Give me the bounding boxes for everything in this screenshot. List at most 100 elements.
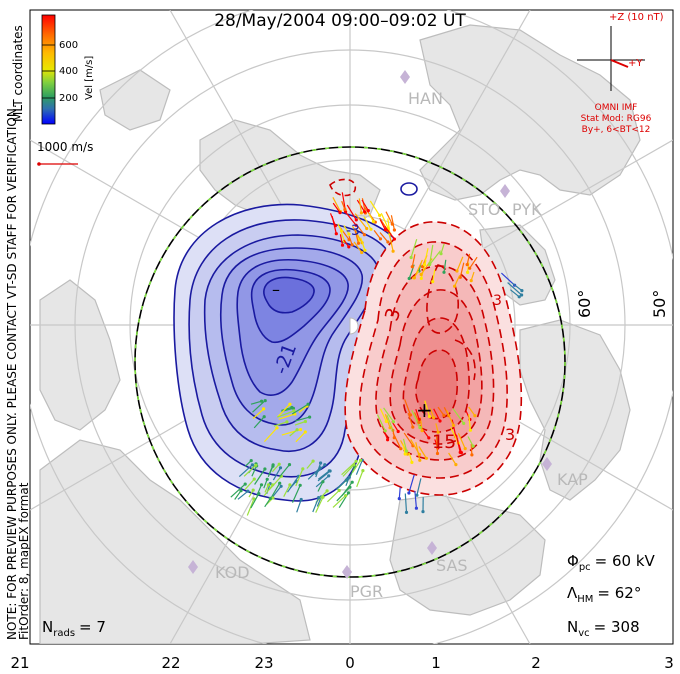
- velocity-vector-origin: [410, 265, 414, 269]
- velocity-vector: [244, 478, 255, 491]
- station-han: HAN: [408, 89, 443, 108]
- velocity-vector: [252, 400, 266, 413]
- velocity-vector-origin: [405, 449, 409, 453]
- velocity-vector: [432, 269, 436, 282]
- velocity-vector-origin: [317, 496, 321, 500]
- station-kod: KOD: [215, 563, 250, 582]
- velocity-vector-origin: [285, 420, 289, 424]
- velocity-vector-origin: [271, 496, 275, 500]
- velocity-vector: [402, 438, 408, 452]
- velocity-vector-origin: [347, 238, 351, 242]
- mlt-tick-1: 1: [431, 654, 441, 672]
- velocity-vector-origin: [350, 480, 354, 484]
- mlt-tick-23: 23: [254, 654, 273, 672]
- velocity-vector-origin: [358, 458, 363, 462]
- velocity-vector: [414, 490, 417, 509]
- velocity-vector-origin: [439, 252, 443, 256]
- velocity-vector-origin: [251, 488, 255, 492]
- velocity-vector-origin: [323, 463, 327, 467]
- velocity-vector: [230, 483, 246, 498]
- velocity-vector: [379, 219, 386, 231]
- velocity-vector-origin: [420, 429, 424, 433]
- velocity-vector: [283, 484, 291, 497]
- velocity-vector: [342, 464, 355, 477]
- positive-cell-inner: [426, 264, 476, 381]
- velocity-vector: [346, 204, 357, 221]
- velocity-vector-origin: [453, 284, 457, 288]
- preview-note: NOTE: FOR PREVIEW PURPOSES ONLY. PLEASE …: [5, 104, 19, 640]
- velocity-vector: [317, 481, 324, 492]
- imf-source: OMNI IMF: [595, 103, 638, 113]
- velocity-vector-origin: [369, 227, 373, 231]
- velocity-vector: [404, 493, 408, 513]
- velocity-vector-origin: [252, 477, 256, 481]
- colorbar-label: Vel [m/s]: [84, 56, 95, 100]
- velocity-vector-origin: [469, 279, 473, 283]
- velocity-vector-origin: [378, 213, 382, 217]
- velocity-vector-origin: [263, 399, 267, 403]
- velocity-vector: [354, 213, 368, 229]
- velocity-vector: [429, 244, 434, 264]
- velocity-vector-origin: [520, 293, 524, 297]
- contour-label-neg3: -3: [346, 223, 360, 239]
- velocity-vector: [295, 431, 306, 443]
- velocity-vector-origin: [386, 438, 390, 442]
- velocity-vector: [411, 409, 421, 428]
- velocity-vector-origin: [279, 484, 283, 488]
- velocity-vector-origin: [292, 409, 296, 413]
- velocity-vector: [332, 202, 341, 213]
- velocity-vector: [443, 259, 447, 273]
- velocity-vector-origin: [257, 492, 261, 496]
- velocity-vector: [379, 408, 387, 422]
- velocity-vector: [468, 406, 476, 417]
- velocity-vector-origin: [415, 493, 419, 497]
- lat-label-50: 50°: [650, 290, 669, 318]
- velocity-vector-origin: [252, 497, 256, 501]
- velocity-vector: [317, 470, 330, 480]
- velocity-vector: [331, 215, 337, 234]
- velocity-vector-origin: [419, 276, 423, 280]
- velocity-vector: [459, 262, 465, 278]
- velocity-vector-origin: [391, 249, 395, 253]
- velocity-vector: [376, 414, 386, 432]
- velocity-vector: [306, 460, 314, 469]
- velocity-vector-origin: [417, 452, 422, 457]
- colorbar-tick-200: 200: [59, 93, 78, 104]
- velocity-vector-origin: [350, 243, 354, 247]
- velocity-vector-origin: [306, 402, 310, 406]
- velocity-vector-origin: [411, 425, 415, 429]
- velocity-vector: [403, 432, 414, 447]
- stat-phi-pc: Φpc = 60 kV: [567, 552, 656, 573]
- velocity-vector-origin: [363, 248, 367, 252]
- velocity-vector-origin: [417, 420, 421, 424]
- velocity-vector-origin: [263, 467, 267, 471]
- velocity-vector: [383, 407, 394, 423]
- velocity-vector-origin: [265, 477, 269, 481]
- velocity-vector-origin: [471, 444, 475, 448]
- velocity-vector-origin: [319, 461, 323, 465]
- velocity-vector-origin: [378, 237, 383, 241]
- contour-label-3-upper: 3: [493, 293, 502, 309]
- velocity-vector-origin: [406, 452, 410, 456]
- velocity-vector: [343, 225, 350, 235]
- velocity-vector-origin: [360, 250, 364, 255]
- velocity-vector-origin: [334, 232, 338, 236]
- velocity-vector-origin: [327, 469, 331, 473]
- velocity-vector-origin: [311, 459, 315, 463]
- velocity-vector-origin: [325, 489, 329, 493]
- velocity-vector-origin: [404, 510, 409, 514]
- fit-order-note: FitOrder: 8, mapEX format: [17, 482, 31, 640]
- velocity-vector: [398, 487, 401, 499]
- velocity-vector-origin: [362, 233, 366, 237]
- velocity-vector-origin: [465, 263, 469, 267]
- velocity-vector: [410, 239, 418, 258]
- velocity-vector: [511, 282, 523, 292]
- velocity-vector-origin: [428, 263, 432, 267]
- velocity-vector-origin: [418, 425, 422, 430]
- velocity-vector: [360, 237, 366, 251]
- velocity-vector-origin: [458, 450, 462, 454]
- velocity-vector-origin: [301, 467, 305, 471]
- velocity-vector-origin: [470, 453, 474, 457]
- velocity-vector-origin: [388, 426, 392, 430]
- velocity-vector: [287, 476, 299, 493]
